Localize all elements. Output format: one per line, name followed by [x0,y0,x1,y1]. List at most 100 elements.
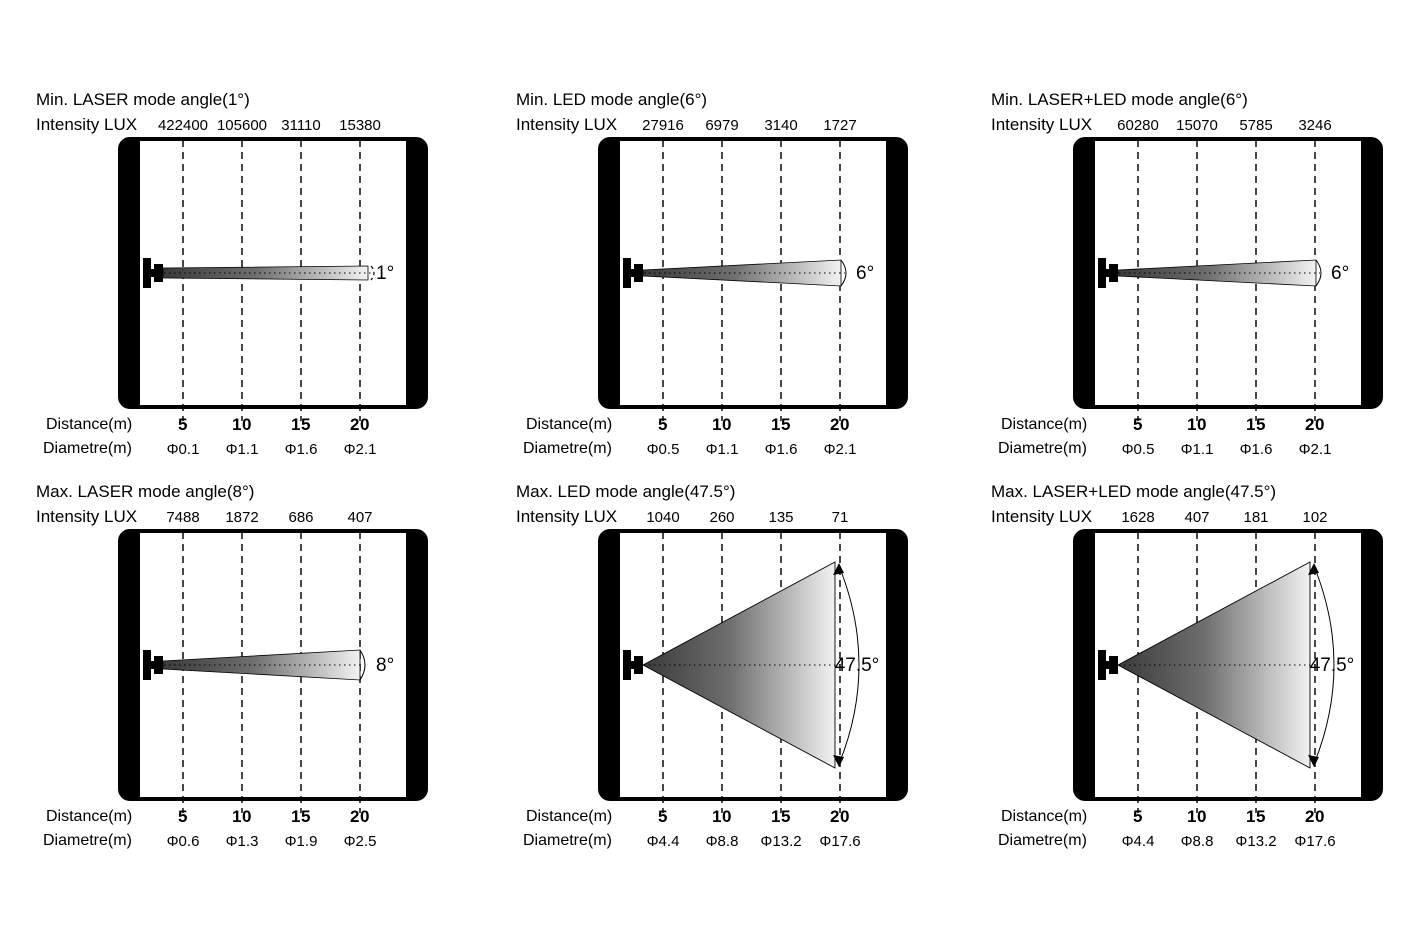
beam-diagram: 6° [1073,137,1383,427]
beam-diagram: 8° [118,529,428,819]
intensity-value: 1040 [646,509,680,526]
beam-diagram: 47.5° [598,529,908,819]
left-wall [1075,531,1095,799]
diameter-value: Φ8.8 [1180,833,1214,850]
intensity-value: 1727 [823,117,857,134]
distance-value: 5 [1133,415,1143,434]
left-wall [120,139,140,407]
intensity-label: Intensity LUX [991,507,1093,526]
diametre-label: Diametre(m) [43,832,132,849]
distance-value: 15 [1246,807,1266,826]
light-fixture-icon [143,258,163,288]
distance-label: Distance(m) [526,808,613,825]
distance-value: 20 [1305,415,1325,434]
distance-value: 10 [232,415,252,434]
beam-diagram: 47.5° [1073,529,1383,819]
beam-panel-max-led: Max. LED mode angle(47.5°) Intensity LUX… [510,482,930,862]
beam-panel-max-laser: Max. LASER mode angle(8°) Intensity LUX … [30,482,450,862]
right-wall [1361,531,1381,799]
intensity-label: Intensity LUX [36,507,138,526]
beam-diagram: 1° [118,137,428,427]
right-wall [1361,139,1381,407]
distance-value: 20 [830,415,850,434]
light-fixture-icon [1098,258,1118,288]
angle-label: 6° [856,263,874,284]
light-fixture-icon [143,650,163,680]
diameter-value: Φ0.5 [646,441,680,458]
distance-value: 5 [658,415,668,434]
distance-value: 5 [658,807,668,826]
intensity-value: 60280 [1117,117,1159,134]
diameter-value: Φ1.9 [284,833,318,850]
intensity-value: 15070 [1176,117,1218,134]
left-wall [600,139,620,407]
distance-value: 10 [712,415,732,434]
right-wall [406,139,426,407]
beam-panel-min-led: Min. LED mode angle(6°) Intensity LUX 27… [510,90,930,470]
diameter-value: Φ2.5 [343,833,377,850]
intensity-value: 260 [709,509,735,526]
distance-label: Distance(m) [1001,808,1088,825]
intensity-label: Intensity LUX [516,115,618,134]
arc-arrow-bottom [833,755,844,767]
intensity-value: 27916 [642,117,684,134]
distance-value: 20 [350,415,370,434]
distance-value: 10 [712,807,732,826]
intensity-value: 6979 [705,117,739,134]
beam-end-cap [840,259,847,287]
light-fixture-icon [623,258,643,288]
diameter-value: Φ1.6 [1239,441,1273,458]
beam-panel-max-laser-led: Max. LASER+LED mode angle(47.5°) Intensi… [985,482,1405,862]
diametre-label: Diametre(m) [998,440,1087,457]
arc-arrow-top [833,563,844,575]
angle-label: 1° [376,263,394,284]
intensity-label: Intensity LUX [516,507,618,526]
left-wall [1075,139,1095,407]
diametre-label: Diametre(m) [523,832,612,849]
panel-title: Max. LASER+LED mode angle(47.5°) [991,482,1277,501]
intensity-value: 1872 [225,509,259,526]
intensity-value: 71 [831,509,849,526]
panel-title: Min. LASER+LED mode angle(6°) [991,90,1248,109]
beam-end-cap [1315,259,1322,287]
diameter-value: Φ1.1 [705,441,739,458]
diameter-value: Φ1.1 [1180,441,1214,458]
distance-value: 10 [1187,807,1207,826]
distance-label: Distance(m) [46,808,133,825]
angle-label: 47.5° [835,655,880,676]
intensity-value: 407 [347,509,373,526]
beam-diagram: 6° [598,137,908,427]
intensity-value: 181 [1243,509,1269,526]
arc-arrow-top [1308,563,1319,575]
diametre-label: Diametre(m) [523,440,612,457]
intensity-value: 7488 [166,509,200,526]
distance-label: Distance(m) [526,416,613,433]
panel-title: Min. LASER mode angle(1°) [36,90,250,109]
intensity-value: 105600 [216,117,268,134]
intensity-value: 3246 [1298,117,1332,134]
panel-title: Min. LED mode angle(6°) [516,90,708,109]
distance-value: 20 [1305,807,1325,826]
angle-arc [838,565,860,765]
distance-value: 5 [178,807,188,826]
panel-title: Max. LASER mode angle(8°) [36,482,255,501]
diameter-value: Φ17.6 [1294,833,1336,850]
intensity-value: 422400 [157,117,209,134]
diameter-value: Φ2.1 [343,441,377,458]
arc-arrow-bottom [1308,755,1319,767]
light-fixture-icon [1098,650,1118,680]
diameter-value: Φ13.2 [760,833,802,850]
distance-value: 15 [1246,415,1266,434]
left-wall [600,531,620,799]
distance-value: 10 [232,807,252,826]
beam-cone [1117,259,1317,287]
right-wall [886,531,906,799]
diameter-value: Φ8.8 [705,833,739,850]
diameter-value: Φ1.6 [764,441,798,458]
diameter-value: Φ0.1 [166,441,200,458]
beam-cone [642,259,842,287]
diameter-value: Φ4.4 [1121,833,1155,850]
left-wall [120,531,140,799]
distance-value: 20 [350,807,370,826]
angle-label: 6° [1331,263,1349,284]
